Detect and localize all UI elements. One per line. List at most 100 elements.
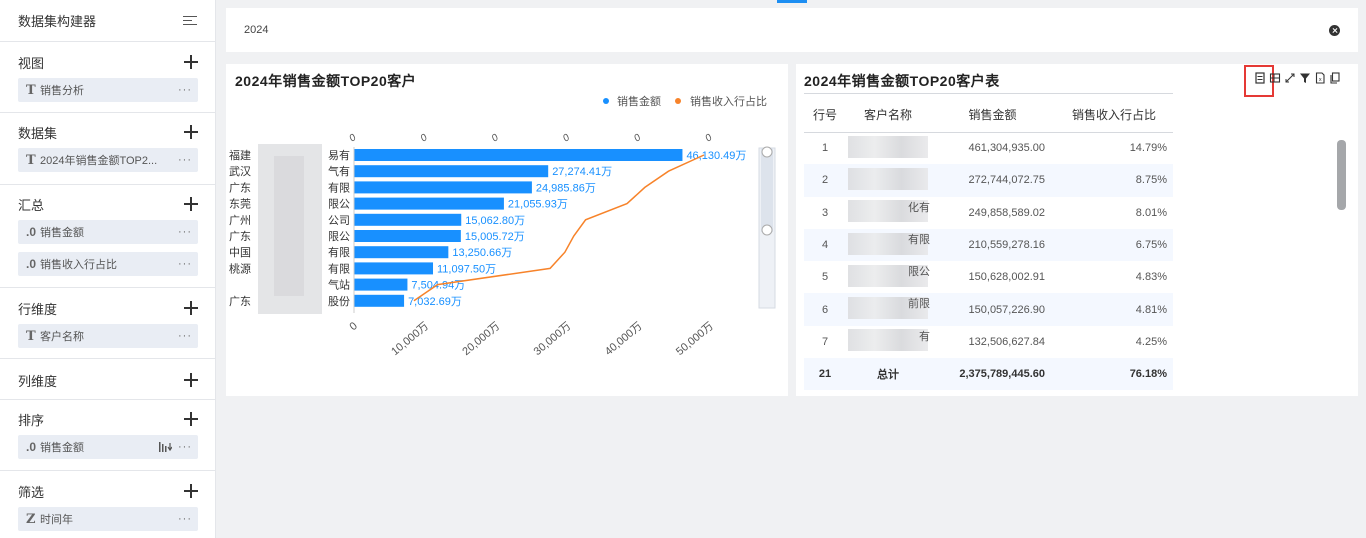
row-number: 6: [804, 293, 846, 326]
total-amount: 2,375,789,445.60: [930, 358, 1055, 391]
zoom-slider-handle-bottom[interactable]: [761, 224, 773, 236]
more-options-icon[interactable]: ···: [178, 226, 192, 238]
add-filter-plus-icon[interactable]: [184, 484, 198, 498]
total-row-number: 21: [804, 358, 846, 391]
field-chip[interactable]: Z 时间年 ···: [18, 507, 198, 531]
add-dataset-plus-icon[interactable]: [184, 125, 198, 139]
section-view: 视图 T 销售分析 ···: [18, 52, 198, 102]
highlight-box: [1244, 65, 1274, 97]
bar: [354, 165, 549, 178]
table-panel: 2024年销售金额TOP20客户表 行号 客户名称 销售金额 销售收入行占比 1…: [796, 64, 1358, 396]
row-number: 3: [821, 206, 829, 219]
field-chip[interactable]: T 2024年销售金额TOP2... ···: [18, 148, 198, 172]
x-axis-tick-label: 40,000万: [603, 320, 645, 358]
filter-value[interactable]: 2024: [244, 24, 269, 36]
bar: [354, 197, 504, 210]
more-options-icon[interactable]: ···: [178, 154, 192, 166]
add-row-dim-plus-icon[interactable]: [184, 301, 198, 315]
bar-data-label: 21,055.93万: [508, 199, 568, 211]
zoom-slider-handle-top[interactable]: [761, 146, 773, 158]
row-number: 7: [821, 335, 829, 348]
x-axis-tick-label: 0: [348, 320, 360, 333]
clear-filter-icon[interactable]: [1329, 24, 1340, 36]
section-row-dim: 行维度 T 客户名称 ···: [18, 298, 198, 348]
secondary-axis-tick-label: 0: [703, 132, 714, 144]
field-chip[interactable]: T 客户名称 ···: [18, 324, 198, 348]
detail-view-icon[interactable]: [1254, 72, 1266, 84]
customer-name-suffix: 限公: [908, 266, 930, 279]
field-chip[interactable]: .0 销售收入行占比 ···: [18, 252, 198, 276]
legend-swatch-bar: [603, 98, 609, 104]
add-summary-plus-icon[interactable]: [184, 197, 198, 211]
section-filter: 筛选 Z 时间年 ···: [18, 481, 198, 531]
table-row[interactable]: 5 限公 150,628,002.91 4.83%: [804, 261, 1173, 293]
sales-ratio-cell: 6.75%: [1055, 228, 1173, 262]
sales-amount-cell: 249,858,589.02: [968, 206, 1045, 219]
more-options-icon[interactable]: ···: [178, 258, 192, 270]
table-row[interactable]: 6 前限 150,057,226.90 4.81%: [804, 293, 1173, 326]
number-type-icon: .0: [26, 225, 37, 239]
table-row[interactable]: 3 化有 249,858,589.02 8.01%: [804, 197, 1173, 229]
filter-bar: 2024: [226, 8, 1358, 52]
customer-name-suffix: 有限: [908, 233, 930, 246]
redacted-name-block: [848, 200, 928, 223]
x-axis-tick-label: 10,000万: [389, 320, 431, 358]
field-chip[interactable]: .0 销售金额 ···: [18, 435, 198, 459]
section-header: 数据集: [18, 122, 198, 142]
customer-name-cell: 有限: [846, 228, 930, 262]
category-label-suffix: 有限: [328, 245, 350, 259]
table-scrollbar[interactable]: [1337, 140, 1346, 210]
sort-desc-icon[interactable]: [158, 441, 172, 453]
col-header-amount[interactable]: 销售金额: [930, 98, 1055, 133]
field-chip[interactable]: T 销售分析 ···: [18, 78, 198, 102]
expand-icon[interactable]: [1284, 72, 1296, 84]
export-excel-icon[interactable]: x: [1314, 72, 1326, 84]
more-options-icon[interactable]: ···: [178, 330, 192, 342]
section-title: 汇总: [18, 197, 45, 213]
customer-name-cell: 化有: [846, 197, 930, 229]
section-header: 列维度: [18, 370, 198, 390]
more-options-icon[interactable]: ···: [178, 513, 192, 525]
table-toolbar: x: [1254, 72, 1341, 84]
table-row[interactable]: 7 有 132,506,627.84 4.25%: [804, 326, 1173, 358]
svg-text:x: x: [1319, 77, 1322, 83]
sales-amount-cell: 272,744,072.75: [930, 164, 1055, 197]
total-ratio: 76.18%: [1055, 358, 1173, 391]
table-view-icon[interactable]: [1269, 72, 1281, 84]
table-row[interactable]: 2 272,744,072.75 8.75%: [804, 164, 1173, 197]
section-title: 数据集: [18, 125, 58, 141]
top20-table: 行号 客户名称 销售金额 销售收入行占比 1 461,304,935.00 14.7…: [804, 98, 1173, 391]
legend-label-line: 销售收入行占比: [690, 94, 767, 108]
customer-name-suffix: 化有: [908, 201, 930, 214]
section-title: 视图: [18, 55, 45, 71]
table-row[interactable]: 1 461,304,935.00 14.79%: [804, 132, 1173, 164]
bar: [354, 278, 408, 291]
col-header-ratio[interactable]: 销售收入行占比: [1055, 98, 1173, 133]
sales-ratio-cell: 4.83%: [1135, 271, 1167, 284]
add-col-dim-plus-icon[interactable]: [184, 373, 198, 387]
more-options-icon[interactable]: ···: [178, 441, 192, 453]
field-chip[interactable]: .0 销售金额 ···: [18, 220, 198, 244]
category-label: 广东: [229, 230, 251, 243]
table-total-row: 21 总计 2,375,789,445.60 76.18%: [804, 358, 1173, 391]
date-type-icon: Z: [26, 511, 36, 527]
add-sort-plus-icon[interactable]: [184, 412, 198, 426]
add-view-plus-icon[interactable]: [184, 55, 198, 69]
copy-icon[interactable]: [1329, 72, 1341, 84]
section-divider: [0, 287, 216, 288]
table-row[interactable]: 4 有限 210,559,278.16 6.75%: [804, 228, 1173, 262]
bar: [354, 230, 461, 242]
field-chip-label: 时间年: [40, 514, 73, 526]
more-options-icon[interactable]: ···: [178, 84, 192, 96]
col-header-no[interactable]: 行号: [804, 98, 846, 133]
col-header-name[interactable]: 客户名称: [846, 98, 930, 133]
text-type-icon: T: [26, 328, 36, 344]
sidebar-header: 数据集构建器: [0, 0, 215, 42]
section-divider: [0, 112, 216, 113]
collapse-sidebar-icon[interactable]: [183, 15, 197, 27]
row-number: 4: [804, 228, 846, 262]
number-type-icon: .0: [26, 257, 37, 271]
filter-icon[interactable]: [1299, 72, 1311, 84]
zoom-slider-range[interactable]: [761, 148, 773, 232]
redacted-name-block: [848, 232, 928, 255]
